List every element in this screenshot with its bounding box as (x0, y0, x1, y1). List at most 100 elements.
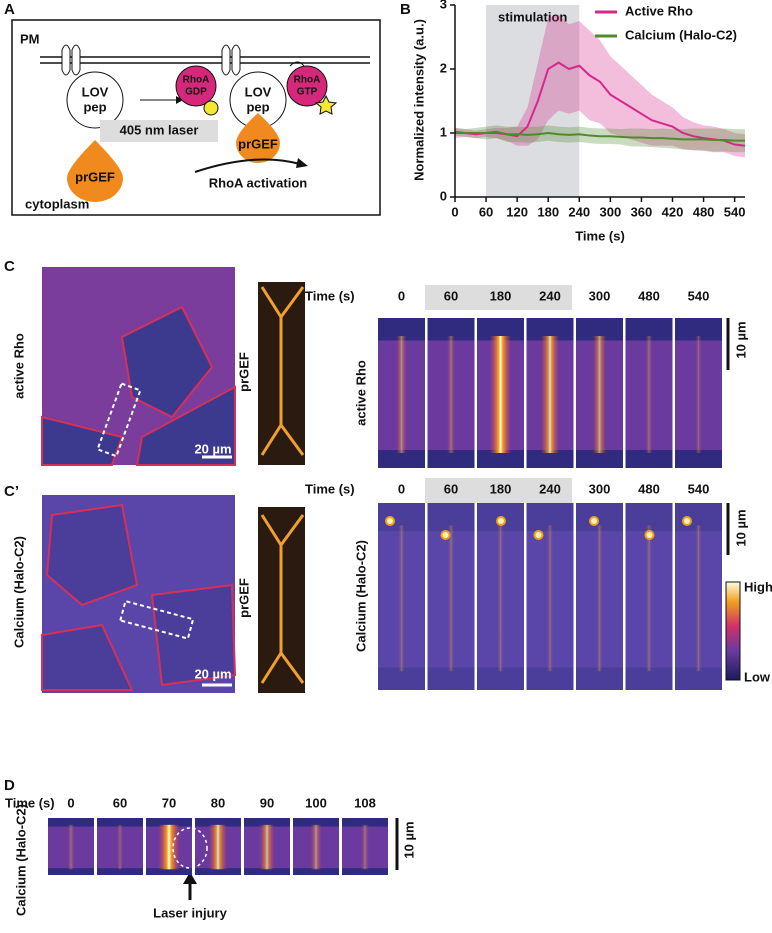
time-label: 300 (589, 288, 611, 303)
time-label: 60 (444, 481, 458, 496)
tm-helix (221, 44, 241, 76)
strip-label: prGEF (236, 352, 251, 392)
panel-letter: A (4, 1, 15, 18)
kymo-dark (625, 318, 673, 341)
prgef-label: prGEF (75, 169, 115, 184)
colorbar (725, 581, 741, 681)
kymo-signal (497, 525, 504, 672)
arrow-head (183, 872, 197, 884)
y-tick-label: 3 (440, 0, 447, 11)
roi (96, 382, 142, 458)
arrow-head (176, 96, 183, 104)
x-tick-label: 60 (479, 204, 493, 219)
time-label: 60 (444, 288, 458, 303)
kymo-signal (540, 336, 560, 453)
kymo-dark (675, 450, 722, 468)
time-title: Time (s) (305, 288, 355, 303)
micrograph (41, 267, 305, 466)
kymo-dark (342, 868, 388, 875)
kymo-dark (293, 868, 339, 875)
kymo-signal (645, 525, 653, 672)
time-label: 0 (67, 795, 74, 810)
cell (41, 623, 134, 691)
calcium-puncta (533, 530, 544, 540)
prgef-drop (236, 113, 280, 163)
time-label: 60 (113, 795, 127, 810)
kymo-signal (546, 525, 554, 672)
kymo-dark (48, 868, 94, 875)
time-label: 90 (260, 795, 274, 810)
time-label: 300 (589, 481, 611, 496)
kymo-dark (625, 667, 673, 690)
colorbar-high: High (744, 579, 772, 594)
kymo-label: Calcium (Halo-C2) (13, 804, 28, 916)
prgef-label: prGEF (238, 136, 278, 151)
arrow-head (296, 158, 308, 168)
kymo-dark (675, 667, 722, 690)
scale-label: 10 µm (733, 509, 748, 546)
x-axis-label: Time (s) (575, 228, 625, 243)
chart: stimulation 0 1 2 3 0 60 120 180 240 300 360 420 480 5… (411, 0, 745, 243)
time-label: 100 (305, 795, 327, 810)
panel-letter: B (400, 1, 411, 18)
rhoa-label: RhoA (183, 75, 210, 86)
time-title: Time (s) (5, 795, 55, 810)
stim-box (425, 285, 572, 310)
kymo-dark (576, 450, 623, 468)
kymo-dark (427, 318, 475, 341)
kymo-dark (576, 318, 623, 341)
calcium-puncta (496, 516, 506, 526)
cell (45, 503, 139, 607)
panel-letter: C’ (4, 483, 19, 500)
panel-a-box (11, 19, 381, 216)
rhoa-gtp (286, 65, 328, 107)
kymo-dark (146, 818, 192, 827)
time-label: 180 (490, 481, 512, 496)
cytoplasm-label: cytoplasm (25, 196, 89, 211)
kymo-signal (446, 336, 456, 453)
kymo-signal (645, 336, 653, 453)
kymo-dark (526, 450, 574, 468)
x-tick-label: 540 (724, 204, 746, 219)
kymo-dark (244, 868, 290, 875)
x-tick-label: 120 (506, 204, 528, 219)
y-tick-label: 0 (440, 188, 447, 203)
scale-label: 10 µm (733, 321, 748, 358)
y-tick-label: 2 (440, 60, 447, 75)
cell (135, 385, 236, 466)
kymo-dark (576, 667, 623, 690)
kymo-dark (342, 818, 388, 827)
scale-label: 20 µm (194, 441, 231, 456)
activation-label: RhoA activation (209, 175, 308, 190)
kymo-dark (427, 667, 475, 690)
lov-pep (66, 71, 124, 129)
time-label: 480 (638, 288, 660, 303)
x-tick-label: 480 (693, 204, 715, 219)
x-tick-label: 420 (662, 204, 684, 219)
laser-label: 405 nm laser (120, 122, 199, 137)
kymo-signal (695, 336, 702, 453)
calcium-puncta (385, 516, 395, 526)
y-axis-label: Normalized intensity (a.u.) (411, 19, 426, 181)
time-label: 540 (688, 288, 710, 303)
colorbar-low: Low (744, 669, 771, 684)
stimulation-band (486, 5, 580, 197)
kymo-dark (675, 318, 722, 341)
curved-arrow (194, 158, 301, 173)
scale-label: 20 µm (194, 666, 231, 681)
time-label: 80 (211, 795, 225, 810)
roi (119, 599, 195, 640)
gdp-dot (203, 100, 219, 116)
calcium-puncta (682, 516, 692, 526)
kymo-dark (146, 868, 192, 875)
x-tick-label: 0 (451, 204, 458, 219)
kymo-signal (360, 824, 370, 870)
kymo-dark (48, 818, 94, 827)
kymo-signal (208, 824, 228, 870)
kymo-signal (489, 336, 512, 453)
kymo-signal (447, 525, 455, 672)
injury-label: Laser injury (153, 905, 227, 920)
rhoa-gdp (175, 65, 217, 107)
scale-label: 10 µm (401, 821, 416, 858)
panel-letter: C (4, 258, 15, 275)
